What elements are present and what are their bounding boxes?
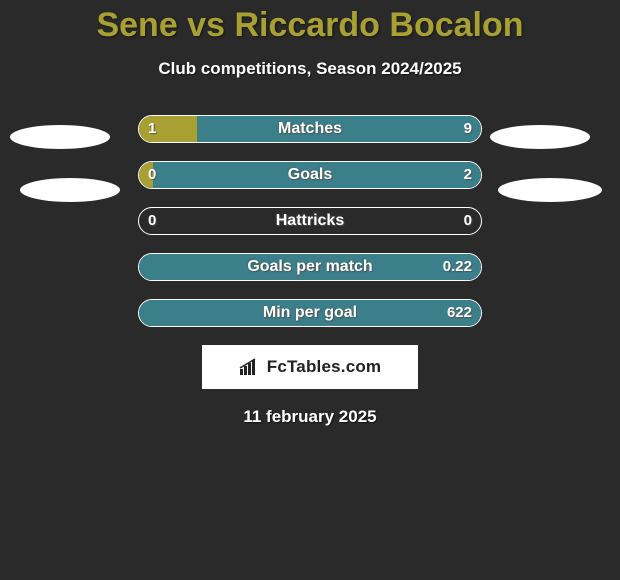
bar-track: [138, 299, 482, 327]
brand-text: FcTables.com: [267, 357, 382, 377]
bar-right: [139, 254, 481, 280]
decorative-ellipse: [490, 125, 590, 149]
bar-track: [138, 207, 482, 235]
bar-right: [197, 116, 481, 142]
decorative-ellipse: [10, 125, 110, 149]
bar-right: [139, 300, 481, 326]
bar-track: [138, 115, 482, 143]
decorative-ellipse: [20, 178, 120, 202]
bar-track: [138, 161, 482, 189]
page-title: Sene vs Riccardo Bocalon: [0, 0, 620, 45]
bar-left: [139, 116, 197, 142]
bar-chart-icon: [239, 358, 261, 376]
bar-left: [139, 162, 153, 188]
bar-right: [153, 162, 481, 188]
stat-row: Min per goal622: [0, 299, 620, 327]
decorative-ellipse: [498, 178, 602, 202]
stat-row: Goals per match0.22: [0, 253, 620, 281]
date-label: 11 february 2025: [0, 407, 620, 427]
stat-row: Hattricks00: [0, 207, 620, 235]
brand-badge: FcTables.com: [202, 345, 418, 389]
subtitle: Club competitions, Season 2024/2025: [0, 59, 620, 79]
bar-track: [138, 253, 482, 281]
